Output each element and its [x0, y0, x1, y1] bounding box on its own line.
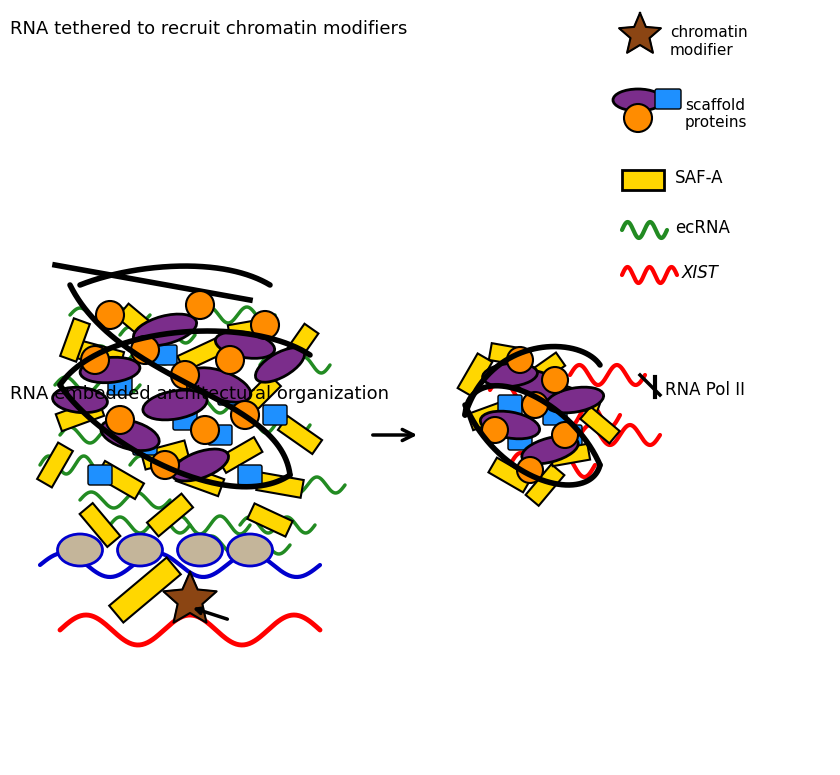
- Ellipse shape: [522, 436, 578, 463]
- Ellipse shape: [171, 449, 228, 481]
- Ellipse shape: [507, 347, 533, 373]
- Ellipse shape: [171, 361, 199, 389]
- FancyBboxPatch shape: [88, 465, 112, 485]
- Polygon shape: [619, 13, 661, 53]
- Bar: [488, 458, 532, 492]
- Bar: [176, 464, 224, 496]
- Text: ecRNA: ecRNA: [675, 219, 730, 237]
- Bar: [550, 444, 591, 467]
- Ellipse shape: [96, 301, 124, 329]
- Bar: [109, 557, 181, 622]
- FancyBboxPatch shape: [622, 170, 664, 190]
- Ellipse shape: [189, 368, 251, 402]
- Ellipse shape: [134, 314, 197, 346]
- Bar: [228, 318, 272, 342]
- Ellipse shape: [101, 419, 160, 450]
- Ellipse shape: [186, 291, 214, 319]
- Bar: [147, 494, 193, 536]
- FancyBboxPatch shape: [655, 89, 681, 109]
- Bar: [559, 385, 601, 415]
- Bar: [278, 416, 322, 454]
- Bar: [247, 504, 292, 536]
- Bar: [218, 437, 262, 473]
- Ellipse shape: [216, 346, 244, 374]
- FancyBboxPatch shape: [543, 405, 567, 425]
- FancyBboxPatch shape: [528, 385, 552, 405]
- Text: RNA Pol II: RNA Pol II: [665, 381, 745, 399]
- Ellipse shape: [522, 392, 548, 418]
- Bar: [141, 440, 189, 470]
- Text: scaffold: scaffold: [685, 98, 745, 113]
- Bar: [458, 353, 492, 397]
- FancyBboxPatch shape: [498, 395, 522, 415]
- Ellipse shape: [552, 422, 578, 448]
- Bar: [526, 464, 564, 506]
- Bar: [239, 374, 281, 416]
- Ellipse shape: [482, 417, 508, 443]
- FancyBboxPatch shape: [238, 465, 262, 485]
- Bar: [256, 472, 304, 498]
- Ellipse shape: [118, 534, 162, 566]
- Ellipse shape: [517, 457, 543, 483]
- FancyBboxPatch shape: [153, 345, 177, 365]
- Ellipse shape: [228, 534, 272, 566]
- Bar: [96, 461, 144, 499]
- Ellipse shape: [542, 367, 568, 393]
- Text: modifier: modifier: [670, 43, 734, 58]
- Text: XIST: XIST: [682, 264, 719, 282]
- Bar: [177, 339, 223, 371]
- Text: proteins: proteins: [685, 115, 748, 130]
- Text: RNA embedded architectural organization: RNA embedded architectural organization: [10, 385, 389, 403]
- Ellipse shape: [191, 416, 219, 444]
- FancyBboxPatch shape: [208, 425, 232, 445]
- Ellipse shape: [53, 388, 108, 412]
- FancyBboxPatch shape: [173, 410, 197, 430]
- FancyBboxPatch shape: [108, 375, 132, 395]
- Text: SAF-A: SAF-A: [675, 169, 723, 187]
- Bar: [117, 304, 163, 346]
- Bar: [467, 400, 512, 430]
- Bar: [489, 343, 531, 367]
- Bar: [580, 407, 620, 443]
- Ellipse shape: [480, 412, 539, 439]
- FancyBboxPatch shape: [508, 430, 532, 450]
- Ellipse shape: [251, 311, 279, 339]
- Ellipse shape: [57, 534, 102, 566]
- Ellipse shape: [80, 357, 140, 383]
- Bar: [60, 319, 90, 362]
- Ellipse shape: [483, 363, 538, 387]
- FancyBboxPatch shape: [558, 425, 582, 445]
- Ellipse shape: [613, 89, 663, 111]
- Bar: [55, 399, 104, 431]
- Ellipse shape: [546, 388, 604, 413]
- Ellipse shape: [151, 451, 179, 479]
- Bar: [76, 340, 124, 370]
- Ellipse shape: [255, 348, 305, 382]
- Bar: [525, 353, 565, 388]
- FancyBboxPatch shape: [133, 435, 157, 455]
- FancyBboxPatch shape: [218, 385, 242, 405]
- Ellipse shape: [81, 346, 109, 374]
- Ellipse shape: [131, 336, 159, 364]
- Bar: [37, 443, 73, 487]
- Text: RNA tethered to recruit chromatin modifiers: RNA tethered to recruit chromatin modifi…: [10, 20, 407, 38]
- Ellipse shape: [512, 370, 569, 401]
- Bar: [80, 503, 120, 547]
- Text: chromatin: chromatin: [670, 25, 748, 40]
- Polygon shape: [163, 572, 217, 622]
- Ellipse shape: [106, 406, 134, 434]
- Ellipse shape: [177, 534, 223, 566]
- Bar: [281, 324, 318, 367]
- Ellipse shape: [231, 401, 259, 429]
- Ellipse shape: [143, 390, 207, 420]
- Ellipse shape: [215, 332, 275, 358]
- Ellipse shape: [624, 104, 652, 132]
- FancyBboxPatch shape: [263, 405, 287, 425]
